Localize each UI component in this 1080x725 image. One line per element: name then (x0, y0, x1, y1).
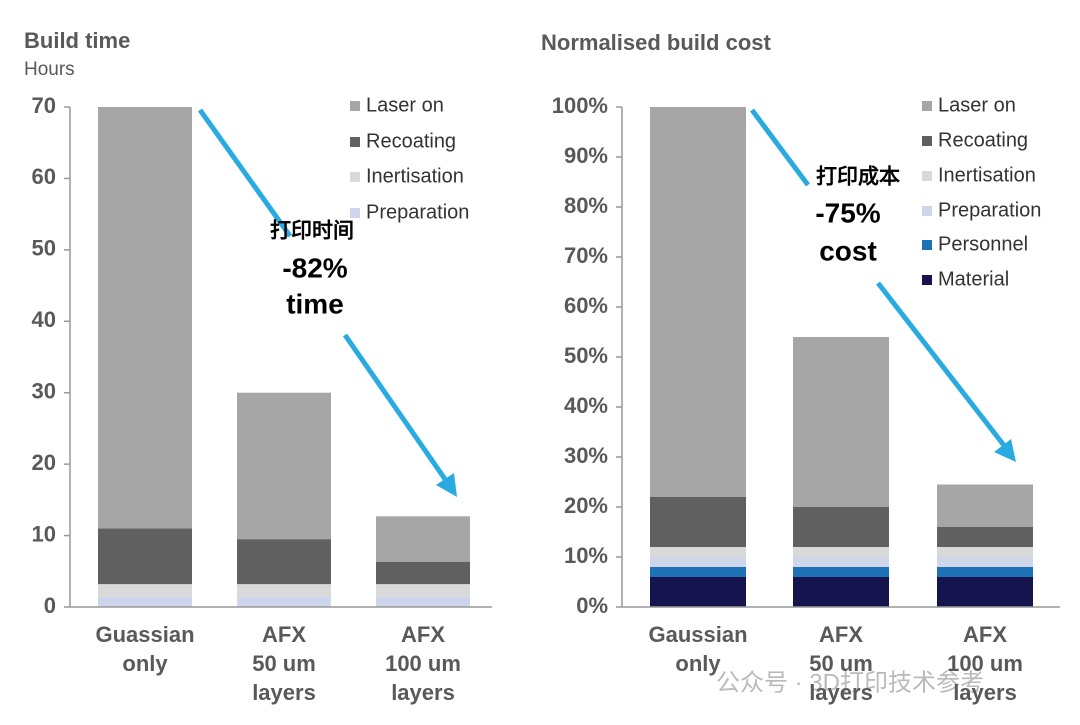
annotation: cost (819, 235, 877, 266)
annotation: -82% (282, 252, 347, 283)
bar-segment (937, 557, 1033, 567)
bar-segment (650, 567, 746, 577)
y-tick-label: 30% (564, 443, 608, 468)
legend-swatch (922, 240, 932, 250)
bar-segment (650, 107, 746, 497)
bar-segment (376, 584, 470, 597)
bar-segment (793, 577, 889, 607)
x-tick-label: AFX 50 um layers (252, 622, 316, 705)
bar-segment (237, 392, 331, 540)
y-tick-label: 10 (32, 521, 56, 546)
bar-segment (98, 528, 192, 585)
arrowhead (436, 473, 457, 497)
bar-segment (237, 539, 331, 585)
bar-segment (376, 562, 470, 585)
bar-segment (237, 596, 331, 607)
bar-segment (650, 577, 746, 607)
y-tick-label: 40% (564, 393, 608, 418)
bar-segment (937, 484, 1033, 527)
legend-swatch (922, 136, 932, 146)
y-tick-label: 40 (32, 307, 56, 332)
legend-label: Recoating (366, 130, 456, 152)
y-tick-label: 0 (44, 593, 56, 618)
x-tick-label: Guassian only (95, 622, 195, 676)
y-tick-label: 60% (564, 293, 608, 318)
x-tick-label: AFX 100 um layers (385, 622, 461, 705)
bar-segment (376, 596, 470, 607)
arrows (197, 108, 1008, 484)
y-tick-label: 10% (564, 543, 608, 568)
bar-segment (793, 557, 889, 567)
bar-segment (793, 337, 889, 507)
legend-swatch (922, 275, 932, 285)
annotation: time (286, 288, 344, 319)
x-tick-label: AFX 50 um layers (809, 622, 873, 705)
chart-title: Normalised build cost (541, 30, 771, 55)
bar-segment (650, 497, 746, 547)
legend-swatch (922, 206, 932, 216)
x-tick-label: AFX 100 um layers (947, 622, 1023, 705)
y-tick-label: 70% (564, 243, 608, 268)
legend-label: Laser on (366, 94, 444, 116)
legend-label: Laser on (938, 94, 1016, 116)
y-tick-label: 20 (32, 450, 56, 475)
y-tick-label: 30 (32, 379, 56, 404)
watermark: 公众号 · 3D打印技术参考 (716, 669, 984, 696)
y-tick-label: 90% (564, 143, 608, 168)
legend-label: Inertisation (938, 164, 1036, 186)
legend-swatch (350, 208, 360, 218)
bar-segment (98, 596, 192, 607)
legend-label: Material (938, 268, 1009, 290)
y-tick-label: 50 (32, 236, 56, 261)
chart-title: Build time (24, 28, 130, 53)
bar-segment (376, 516, 470, 562)
chart-subtitle: Hours (24, 59, 75, 80)
bar-segment (650, 557, 746, 567)
y-tick-label: 100% (552, 93, 608, 118)
bar-segment (793, 507, 889, 547)
y-tick-label: 60 (32, 164, 56, 189)
legend-swatch (350, 101, 360, 111)
bar-segment (937, 577, 1033, 607)
bar-segment (650, 547, 746, 557)
legend-label: Preparation (938, 199, 1041, 221)
bar-segment (937, 527, 1033, 547)
bar-segment (937, 567, 1033, 577)
legend-label: Inertisation (366, 165, 464, 187)
annotation: 打印时间 (270, 220, 354, 243)
annotation: 打印成本 (816, 165, 900, 189)
legend-label: Recoating (938, 129, 1028, 151)
legend-swatch (350, 137, 360, 147)
bar-segment (98, 107, 192, 529)
legend-swatch (350, 172, 360, 182)
bar-segment (237, 584, 331, 597)
y-tick-label: 20% (564, 493, 608, 518)
bar-segment (793, 547, 889, 557)
y-tick-label: 80% (564, 193, 608, 218)
bar-segment (98, 584, 192, 597)
legend-label: Personnel (938, 233, 1028, 255)
legend-swatch (922, 101, 932, 111)
bar-segment (937, 547, 1033, 557)
y-tick-label: 0% (576, 593, 608, 618)
y-tick-label: 50% (564, 343, 608, 368)
arrowhead (994, 439, 1016, 462)
annotation: -75% (815, 197, 880, 228)
bar-segment (793, 567, 889, 577)
x-tick-label: Gaussian only (648, 622, 748, 676)
y-tick-label: 70 (32, 93, 56, 118)
legend-swatch (922, 171, 932, 181)
legend-label: Preparation (366, 201, 469, 223)
